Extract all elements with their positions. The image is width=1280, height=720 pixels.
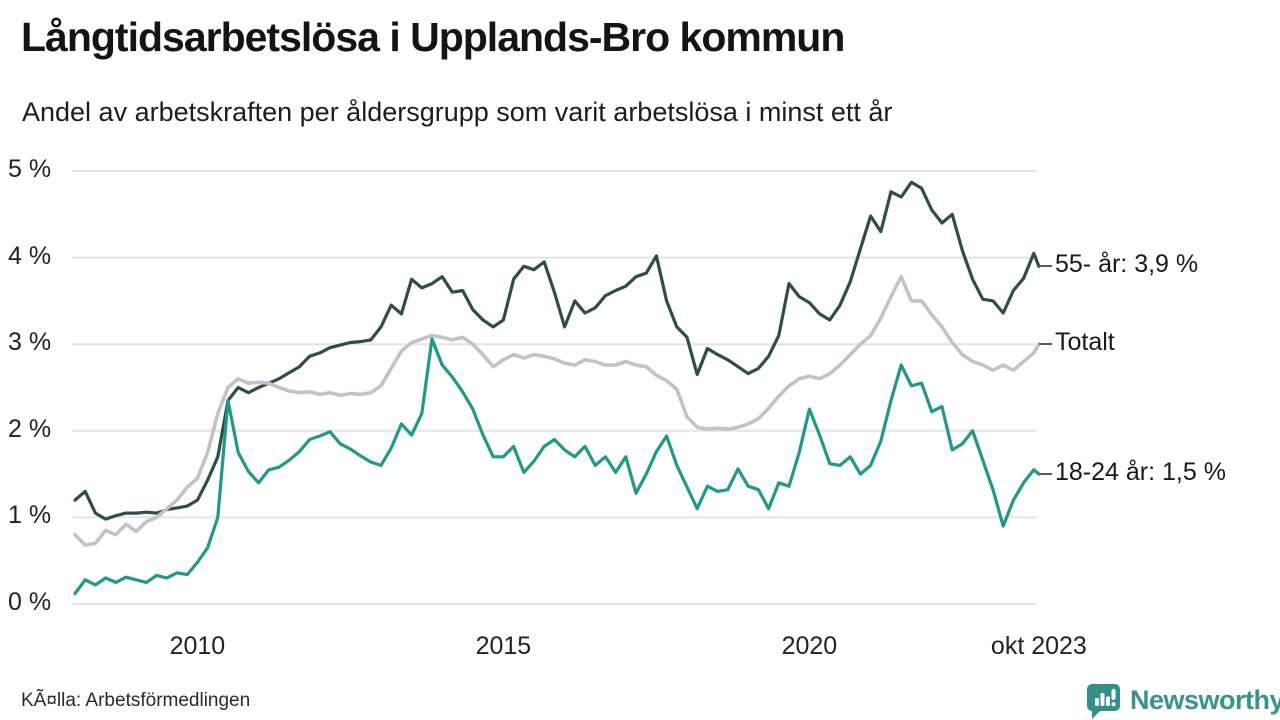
x-axis-label: 2020 [781, 632, 838, 660]
y-axis-label: 5 % [8, 155, 52, 183]
newsworthy-logo-icon [1087, 684, 1120, 719]
x-axis-label: okt 2023 [990, 632, 1087, 660]
y-axis-label: 2 % [8, 414, 52, 443]
x-axis-label: 2010 [169, 632, 226, 660]
series-end-label: 18-24 år: 1,5 % [1055, 458, 1226, 487]
series-label-tick [1039, 473, 1052, 476]
series-end-label: Totalt [1055, 328, 1115, 357]
x-axis-label: 2015 [475, 632, 532, 660]
y-axis-label: 3 % [8, 328, 52, 357]
y-axis-label: 1 % [8, 501, 52, 530]
series-label-tick [1039, 265, 1052, 268]
series-line-18-24-r [73, 337, 1041, 596]
y-axis-label: 4 % [8, 241, 52, 270]
newsworthy-wordmark: Newsworthy [1130, 684, 1280, 715]
y-axis-label: 0 % [8, 588, 52, 616]
series-line-55-r [73, 180, 1041, 521]
page-title: Långtidsarbetslösa i Upplands-Bro kommun [21, 14, 845, 60]
series-label-tick [1039, 343, 1052, 346]
source-note: KÃ¤lla: Arbetsförmedlingen [21, 690, 251, 711]
branding: Newsworthy [1083, 680, 1280, 720]
series-end-label: 55- år: 3,9 % [1055, 250, 1199, 279]
chart-subtitle: Andel av arbetskraften per åldersgrupp s… [22, 97, 893, 127]
series-line-Totalt [73, 274, 1041, 547]
